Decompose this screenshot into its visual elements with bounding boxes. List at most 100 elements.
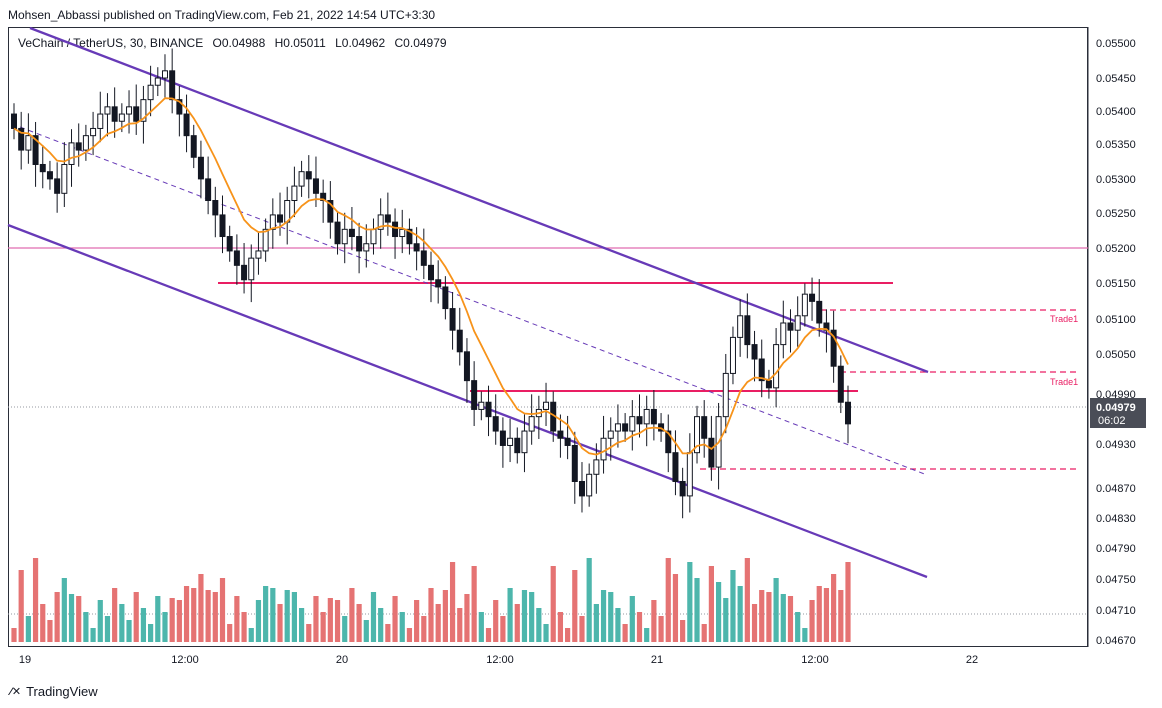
candle-down	[499, 430, 506, 446]
candle-down	[463, 351, 470, 382]
volume-bar-up	[363, 620, 369, 642]
price-tick-label: 0.04750	[1096, 574, 1136, 586]
candle-down	[384, 214, 391, 223]
volume-bar-up	[97, 600, 103, 642]
channel-midline	[19, 126, 928, 476]
candle-down	[809, 293, 816, 302]
candle-down	[54, 178, 61, 194]
volume-bar-up	[608, 592, 614, 642]
volume-bar-down	[313, 596, 319, 642]
candle-up	[298, 171, 305, 187]
candle-down	[442, 286, 449, 310]
volume-bar-down	[234, 596, 240, 642]
candle-down	[32, 135, 39, 165]
price-tick-label: 0.05400	[1096, 106, 1136, 118]
volume-bar-down	[277, 604, 283, 642]
volume-bar-up	[342, 616, 348, 642]
candle-down	[75, 142, 82, 151]
volume-bar-down	[658, 616, 664, 642]
volume-bar-down	[708, 566, 714, 642]
volume-bar-down	[219, 578, 226, 642]
candle-up	[140, 99, 147, 122]
volume-bar-up	[600, 590, 607, 642]
candle-up	[780, 322, 787, 346]
candle-up	[90, 127, 97, 137]
candle-down	[219, 214, 226, 238]
volume-bar-down	[816, 586, 822, 642]
volume-bar-down	[471, 566, 477, 642]
volume-bar-down	[514, 604, 520, 642]
footer-brand-text: TradingView	[26, 684, 98, 699]
candle-down	[765, 380, 772, 389]
volume-bar-down	[112, 588, 118, 642]
candle-up	[161, 70, 168, 79]
candle-down	[578, 480, 585, 497]
volume-bar-down	[579, 616, 585, 642]
volume-bar-down	[356, 604, 362, 642]
candle-up	[82, 135, 89, 151]
volume-bar-down	[557, 612, 564, 642]
volume-bar-up	[148, 624, 154, 642]
low-value: L0.04962	[335, 36, 386, 50]
candle-down	[305, 171, 312, 180]
volume-bar-down	[665, 558, 671, 642]
candle-down	[176, 99, 183, 115]
open-value: O0.04988	[212, 36, 266, 50]
volume-bar-up	[25, 616, 31, 642]
price-tick-label: 0.05500	[1096, 38, 1136, 50]
candle-up	[794, 315, 801, 331]
volume-bar-up	[162, 612, 168, 642]
price-tick-label: 0.04870	[1096, 483, 1136, 495]
volume-bar-up	[270, 588, 276, 642]
volume-bar-up	[104, 616, 111, 642]
candle-down	[241, 264, 248, 281]
channel-lower-line	[7, 223, 928, 579]
price-tick-label: 0.05350	[1096, 139, 1136, 151]
candle-up	[147, 84, 154, 101]
volume-bar-down	[421, 616, 427, 642]
volume-bar-up	[586, 558, 592, 642]
volume-bar-down	[241, 612, 247, 642]
candle-up	[363, 243, 370, 252]
candle-down	[133, 106, 140, 122]
candle-down	[428, 264, 434, 281]
candle-up	[801, 293, 808, 317]
volume-bar-up	[83, 612, 89, 642]
volume-bar-down	[306, 624, 312, 642]
last-price-badge	[1090, 398, 1146, 428]
volume-bar-up	[730, 570, 736, 642]
candle-down	[420, 250, 427, 266]
volume-bar-up	[737, 586, 743, 642]
volume-bar-up	[644, 628, 650, 642]
candle-down	[11, 113, 17, 129]
volume-bar-up	[284, 590, 290, 642]
volume-bar-down	[680, 620, 686, 642]
volume-bar-down	[349, 588, 355, 642]
volume-bar-down	[823, 588, 830, 642]
candle-down	[18, 127, 25, 151]
volume-bar-down	[320, 612, 326, 642]
volume-bar-up	[795, 612, 801, 642]
volume-bar-down	[831, 574, 837, 642]
volume-bar-down	[565, 628, 571, 642]
volume-bar-up	[61, 578, 67, 642]
candle-down	[435, 279, 442, 288]
volume-bar-up	[90, 628, 96, 642]
candle-up	[68, 142, 75, 165]
volume-bar-up	[615, 608, 621, 642]
last-price-value: 0.04979	[1096, 402, 1136, 414]
volume-bar-up	[687, 562, 693, 642]
footer-brand[interactable]: ⁄✕ TradingView	[10, 684, 98, 699]
candle-down	[406, 228, 413, 245]
volume-bar-down	[500, 616, 506, 642]
candle-up	[370, 228, 377, 245]
candle-down	[169, 70, 176, 101]
volume-bar-up	[723, 598, 729, 642]
candle-up	[722, 372, 729, 418]
candle-up	[248, 257, 255, 281]
candle-down	[413, 243, 420, 252]
volume-bar-down	[766, 592, 772, 642]
price-tick-label: 0.04670	[1096, 635, 1136, 647]
price-tick-label: 0.05200	[1096, 243, 1136, 255]
